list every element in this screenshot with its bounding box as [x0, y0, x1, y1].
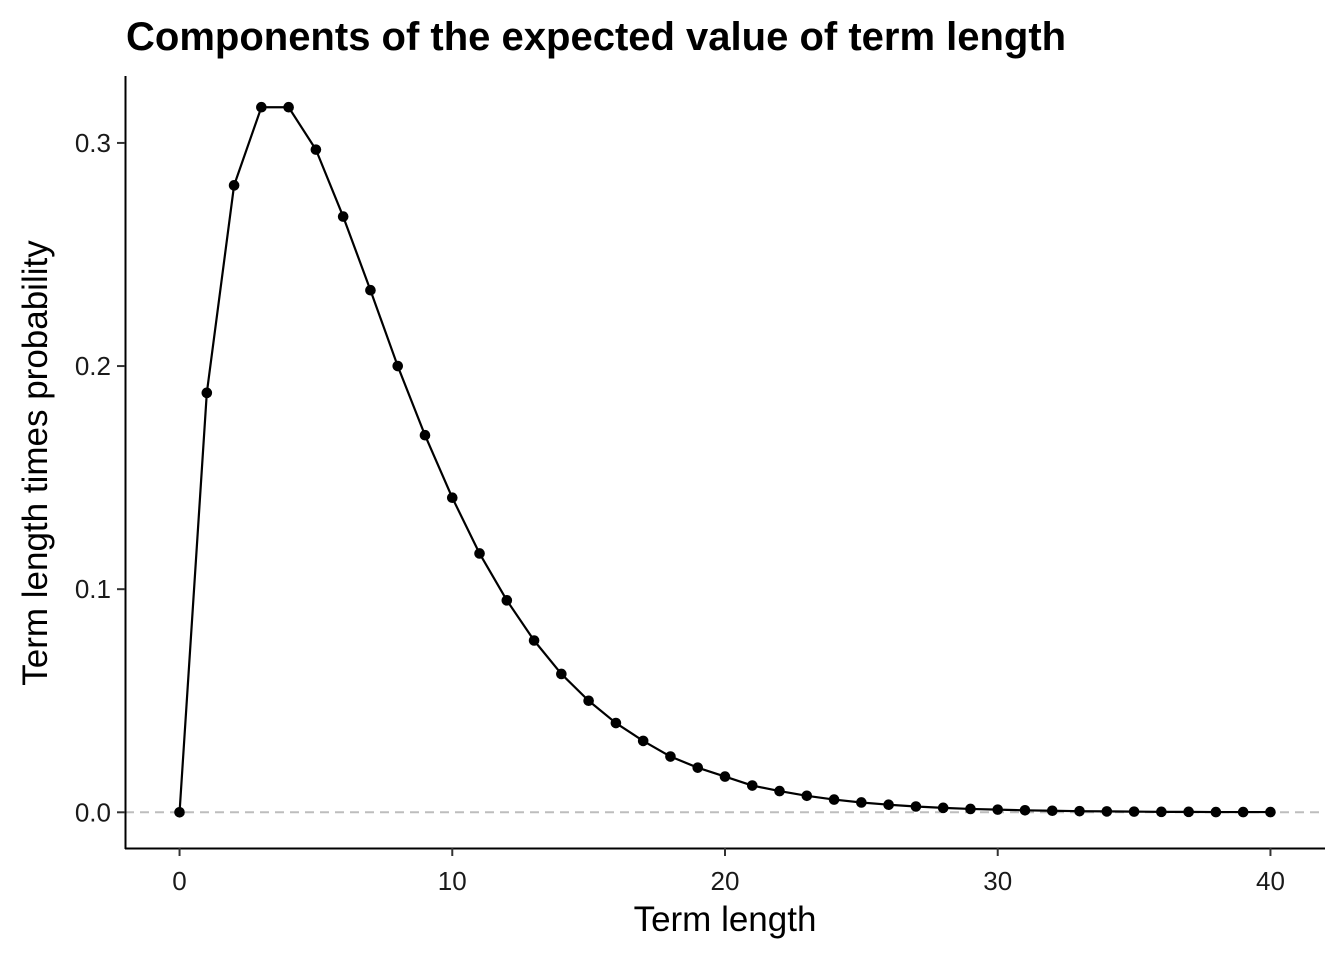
data-point: [1210, 806, 1222, 818]
data-point: [1101, 806, 1113, 817]
data-point: [446, 492, 458, 503]
data-point: [365, 284, 376, 296]
y-tick-label: 0.2: [75, 351, 111, 381]
x-tick-label: 20: [711, 866, 740, 896]
data-point: [1046, 805, 1058, 817]
data-point: [801, 790, 813, 802]
data-point: [228, 180, 240, 191]
data-point: [637, 735, 649, 747]
data-point: [1019, 804, 1031, 816]
data-point: [1265, 806, 1276, 818]
data-point: [583, 695, 594, 707]
data-point: [1183, 806, 1194, 818]
data-point: [965, 803, 976, 815]
data-point: [856, 797, 867, 808]
data-point: [174, 807, 185, 818]
x-tick-label: 40: [1256, 866, 1285, 896]
data-point: [1156, 806, 1167, 818]
x-tick-label: 10: [438, 866, 467, 896]
data-point: [828, 794, 840, 805]
data-point: [556, 668, 567, 680]
data-point: [992, 804, 1004, 815]
data-point: [1128, 806, 1140, 817]
y-tick-label: 0.3: [75, 128, 111, 158]
data-point: [1074, 805, 1085, 817]
data-point: [746, 780, 758, 791]
data-point: [392, 360, 404, 372]
data-point: [774, 785, 785, 797]
chart-title: Components of the expected value of term…: [126, 15, 1066, 59]
y-tick-label: 0.1: [75, 574, 111, 604]
data-point: [256, 101, 267, 113]
data-point: [419, 429, 431, 441]
data-point: [337, 211, 349, 222]
axis-ticks: 0 10 20 30 40 0.0 0.1 0.2 0.3: [75, 128, 1285, 896]
data-point: [610, 717, 622, 729]
data-point: [201, 387, 213, 399]
data-point: [1237, 806, 1249, 818]
plot-area: [125, 101, 1325, 818]
data-point: [283, 101, 294, 113]
y-axis-title: Term length times probability: [16, 240, 55, 686]
data-point: [310, 144, 322, 155]
data-point: [501, 595, 513, 606]
data-point: [883, 799, 894, 811]
data-point: [528, 635, 540, 646]
data-point: [719, 771, 731, 782]
data-point: [665, 751, 676, 762]
data-point: [692, 762, 704, 773]
data-point: [910, 801, 922, 812]
y-tick-label: 0.0: [75, 797, 111, 827]
data-point: [474, 548, 485, 559]
data-point: [937, 802, 949, 814]
x-tick-label: 0: [172, 866, 186, 896]
x-tick-label: 30: [983, 866, 1012, 896]
x-axis-title: Term length: [634, 900, 817, 939]
